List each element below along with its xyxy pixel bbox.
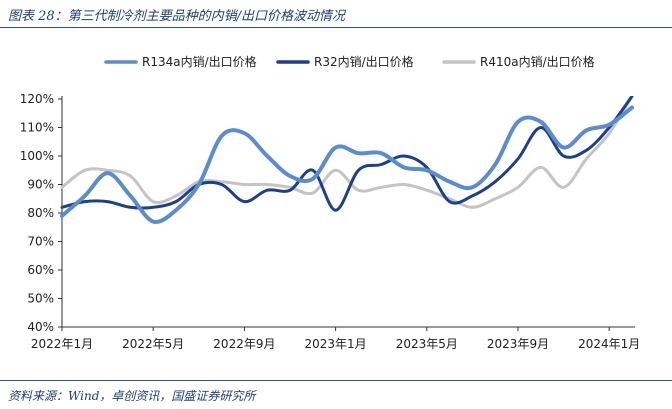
legend-label-0: R134a内销/出口价格 bbox=[142, 54, 257, 69]
legend-label-1: R32内销/出口价格 bbox=[314, 54, 414, 69]
y-tick-label: 50% bbox=[27, 292, 54, 306]
y-tick-label: 80% bbox=[27, 206, 54, 220]
series-lines bbox=[60, 96, 634, 225]
series-line-0 bbox=[60, 105, 634, 225]
x-tick-label: 2022年5月 bbox=[122, 337, 184, 351]
chart-legend: R134a内销/出口价格 R32内销/出口价格 R410a内销/出口价格 bbox=[104, 54, 595, 69]
y-tick-label: 70% bbox=[27, 235, 54, 249]
x-tick-label: 2024年1月 bbox=[578, 337, 640, 351]
y-tick-label: 40% bbox=[27, 320, 54, 334]
series-line-1 bbox=[60, 96, 634, 212]
top-rule bbox=[0, 27, 672, 28]
y-tick-label: 120% bbox=[20, 92, 54, 106]
x-tick-label: 2022年1月 bbox=[31, 337, 93, 351]
y-axis: 40% 50% 60% 70% 80% 90% 100% 110% 120% bbox=[20, 92, 63, 334]
legend-label-2: R410a内销/出口价格 bbox=[480, 54, 595, 69]
x-tick-label: 2023年9月 bbox=[487, 337, 549, 351]
source-note: 资料来源：Wind，卓创资讯，国盛证券研究所 bbox=[8, 389, 256, 403]
x-axis: 2022年1月 2022年5月 2022年9月 2023年1月 2023年5月 2023年… bbox=[31, 326, 640, 351]
series-line-2 bbox=[60, 96, 634, 209]
y-tick-label: 60% bbox=[27, 263, 54, 277]
chart-title: 图表 28：第三代制冷剂主要品种的内销/出口价格波动情况 bbox=[8, 9, 346, 24]
x-tick-label: 2023年1月 bbox=[305, 337, 367, 351]
y-tick-label: 100% bbox=[20, 149, 54, 163]
bottom-rule bbox=[0, 380, 672, 381]
x-tick-label: 2023年5月 bbox=[396, 337, 458, 351]
y-tick-label: 110% bbox=[20, 121, 54, 135]
y-tick-label: 90% bbox=[27, 178, 54, 192]
x-tick-label: 2022年9月 bbox=[213, 337, 275, 351]
